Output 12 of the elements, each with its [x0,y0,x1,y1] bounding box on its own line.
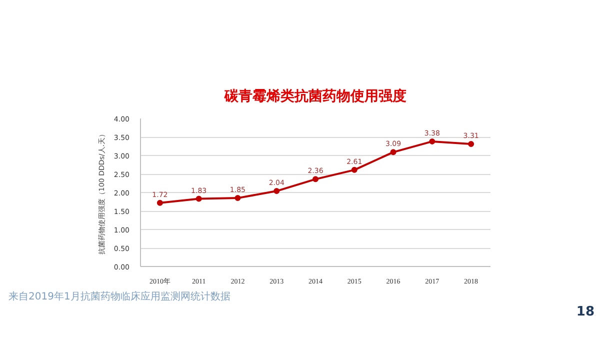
point [196,196,202,202]
point [234,195,241,202]
text: 18 [576,304,595,320]
point [351,166,358,173]
chart-title: 碳青霉烯类抗菌药物使用强度 [224,88,406,104]
point [156,200,163,206]
point [274,188,280,194]
point [312,176,318,182]
point [390,149,396,156]
text: 来自2019年1月抗菌药物临床应用监测网统计数据 [8,290,230,302]
point [468,141,474,148]
point [429,138,436,144]
